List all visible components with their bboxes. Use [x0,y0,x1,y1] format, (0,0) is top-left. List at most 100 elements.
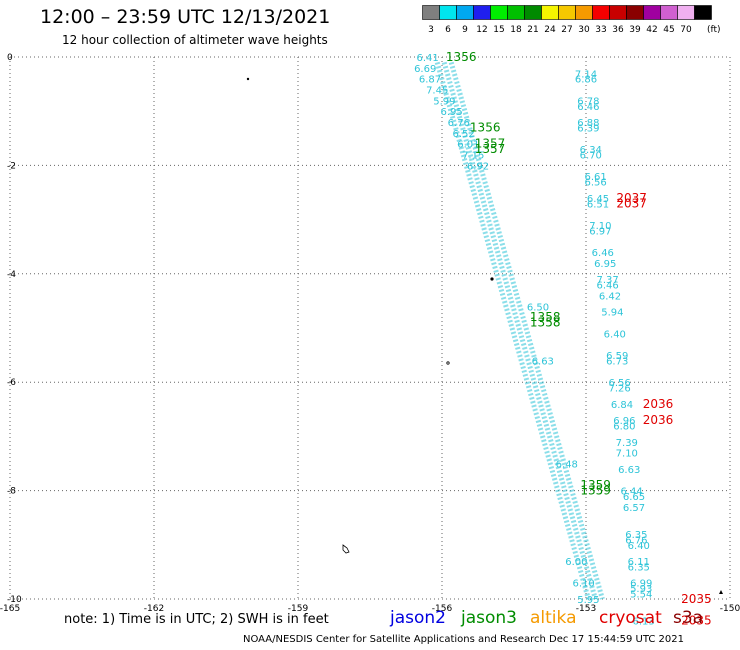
swh-label-cryosat: 6.44 [620,487,642,498]
y-tick-label: -6 [7,378,16,388]
swh-label-cryosat: 7.39 [616,438,638,449]
swh-label-jason3: 6.48 [556,460,578,471]
y-tick-label: -10 [7,595,22,605]
chart-subtitle: 12 hour collection of altimeter wave hei… [62,33,328,47]
island-mark [719,590,723,594]
swh-label-cryosat: 6.51 [587,199,609,210]
swh-label-cryosat: 6.57 [623,503,645,514]
swh-label-cryosat: 6.40 [628,541,650,552]
swh-label-cryosat: 6.45 [587,194,609,205]
swh-label-cryosat: 7.26 [608,384,630,395]
swh-label-cryosat: 6.56 [608,378,630,389]
ground-track-band [448,61,605,600]
island-mark [490,277,494,281]
x-tick-label: -162 [144,604,164,614]
time-label-cryosat: 2037 [616,196,647,210]
swh-label-cryosat: 6.40 [604,329,626,340]
time-label-jason3: 1356 [470,120,501,134]
time-label-jason3: 1358 [530,316,561,330]
swh-label-jason3: 6.00 [565,557,587,568]
swh-label-cryosat: 6.96 [613,416,635,427]
swh-label-jason3: 6.52 [452,129,474,140]
swh-label-jason3: 5.99 [433,96,455,107]
swh-label-cryosat: 6.88 [577,118,599,129]
scale-label: 24 [544,25,556,35]
swh-label-cryosat: 6.65 [623,492,645,503]
swh-label-jason3: 7.45 [426,86,448,97]
swh-label-jason3: 6.76 [448,118,470,129]
y-tick-label: -4 [7,270,16,280]
swh-label-cryosat: 6.76 [625,535,647,546]
scale-label: 30 [578,25,590,35]
color-scale: 3 6 9 12 15 18 21 24 27 30 33 36 39 42 45 70 (ft) [422,5,721,35]
swh-label-cryosat: 6.34 [580,145,602,156]
scale-label: 39 [629,25,641,35]
time-label-jason3: 1357 [475,142,506,156]
swh-label-cryosat: 6.78 [577,96,599,107]
swh-label-cryosat: 6.42 [599,291,621,302]
swh-label-cryosat: 6.46 [592,248,614,259]
time-label-jason3: 1359 [580,478,611,492]
scale-label: 36 [612,25,624,35]
swh-label-cryosat: 7.37 [596,275,618,286]
swh-label-cryosat: 7.14 [575,69,597,80]
ground-track-band [434,61,591,600]
swh-label-cryosat: 6.39 [577,123,599,134]
swh-label-cryosat: 6.56 [584,178,606,189]
scale-label: 12 [476,25,487,35]
swh-label-cryosat: 6.84 [611,400,633,411]
swh-label-cryosat: 7.10 [589,221,611,232]
scale-label: 33 [595,25,606,35]
time-label-cryosat: 2036 [643,397,674,411]
swh-label-cryosat: 6.46 [596,281,618,292]
legend-jason2: jason2 [390,608,446,628]
island-mark [246,77,250,81]
swh-label-jason3: 6.10 [572,579,594,590]
time-label-jason3: 1358 [530,310,561,324]
swh-label-cryosat: 5.93 [630,584,652,595]
swh-label-cryosat: 6.46 [577,102,599,113]
swh-label-cryosat: 6.61 [584,172,606,183]
swh-label-jason3: 6.50 [527,302,549,313]
swh-label-cryosat: 6.73 [606,357,628,368]
x-tick-label: -159 [288,604,309,614]
swh-label-cryosat: 6.63 [618,465,640,476]
swh-label-cryosat: 6.59 [606,351,628,362]
scale-label: 42 [646,25,657,35]
swh-label-jason3: 6.92 [467,161,489,172]
legend-cryosat: cryosat [599,608,662,628]
scale-label: 27 [561,25,572,35]
x-tick-label: -156 [432,604,453,614]
scale-swatch [694,5,712,20]
scale-label: 18 [510,25,522,35]
x-tick-label: -153 [576,604,596,614]
swh-label-cryosat: 7.10 [616,449,638,460]
x-tick-label: -165 [0,604,20,614]
swh-label-cryosat: 6.86 [575,75,597,86]
swh-label-jason3: 7.15 [462,151,484,162]
y-tick-label: -2 [7,161,16,171]
swh-label-jason3: 6.41 [416,53,438,64]
time-label-cryosat: 2035 [681,592,712,606]
y-tick-label: -8 [7,487,16,497]
time-label-jason3: 1357 [475,137,506,151]
time-label-cryosat: 2036 [643,413,674,427]
swh-label-cryosat: 6.80 [613,422,635,433]
swh-label-cryosat: 6.97 [589,226,611,237]
swh-label-cryosat: 6.70 [580,151,602,162]
swh-label-cryosat: 6.99 [630,579,652,590]
swh-label-cryosat: 6.35 [625,530,647,541]
units-note: note: 1) Time is in UTC; 2) SWH is in fe… [64,612,329,627]
x-tick-label: -150 [720,604,740,614]
swh-label-cryosat: 5.94 [601,308,623,319]
swh-label-cryosat: 6.95 [594,259,616,270]
swh-label-jason3: 6.87 [419,75,441,86]
legend-s3a: s3a [673,608,704,628]
swh-label-jason3: 6.95 [440,107,462,118]
ground-track-band [441,61,598,600]
swh-label-cryosat: 5.54 [630,590,652,601]
swh-label-cryosat: 6.13 [632,617,654,628]
legend-altika: altika [530,608,577,628]
scale-label: 15 [493,25,504,35]
